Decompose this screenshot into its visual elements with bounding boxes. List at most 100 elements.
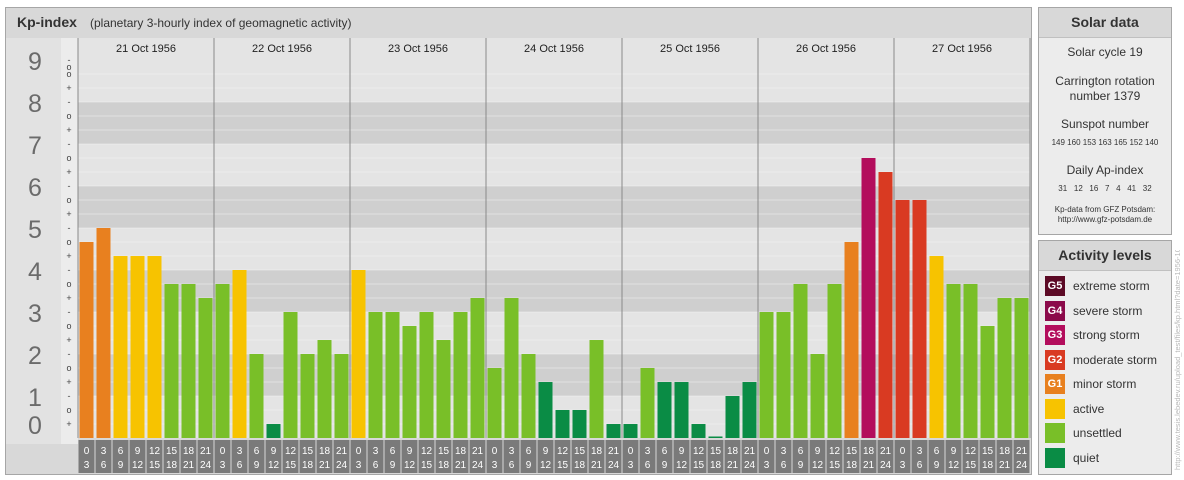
time-slot-end: 21 — [863, 460, 875, 471]
time-slot-end: 24 — [744, 460, 756, 471]
time-slot-start: 9 — [679, 446, 685, 457]
time-slot-start: 6 — [118, 446, 124, 457]
time-slot-start: 21 — [336, 446, 348, 457]
time-slot-start: 3 — [509, 446, 515, 457]
time-slot-cell — [112, 440, 129, 473]
kp-bar — [317, 340, 332, 438]
watermark-label: http://www.tesis.lebedev.ru/upload_test/… — [1173, 250, 1182, 470]
time-slot-start: 9 — [815, 446, 821, 457]
day-label: 22 Oct 1956 — [252, 43, 312, 55]
legend-swatch — [1045, 447, 1065, 468]
time-slot-end: 12 — [404, 460, 416, 471]
time-slot-end: 18 — [982, 460, 994, 471]
time-slot-cell — [605, 440, 622, 473]
time-slot-end: 3 — [220, 460, 226, 471]
y-tick-label: 7 — [28, 132, 42, 160]
kp-bar — [708, 436, 723, 438]
time-slot-end: 6 — [373, 460, 379, 471]
solar-data-body: Solar cycle 19 Carrington rotation numbe… — [1039, 38, 1171, 234]
kp-bar — [793, 283, 808, 438]
activity-levels-title: Activity levels — [1039, 241, 1171, 271]
time-slot-cell — [435, 440, 452, 473]
time-slot-cell — [894, 440, 911, 473]
time-slot-end: 12 — [812, 460, 824, 471]
kp-bar — [555, 409, 570, 438]
time-slot-cell — [843, 440, 860, 473]
carrington-line1: Carrington rotation — [1055, 74, 1155, 88]
legend-label: active — [1073, 401, 1105, 416]
time-slot-cell — [622, 440, 639, 473]
day-label: 25 Oct 1956 — [660, 43, 720, 55]
legend-swatch: G2 — [1045, 349, 1065, 370]
time-slot-start: 9 — [135, 446, 141, 457]
time-slot-start: 0 — [492, 446, 498, 457]
source-line1: Kp-data from GFZ Potsdam: — [1054, 205, 1156, 214]
kp-bar — [691, 424, 706, 438]
sub-tick-label: - — [68, 139, 71, 149]
legend-label: moderate storm — [1073, 352, 1158, 367]
legend-swatch: G4 — [1045, 300, 1065, 321]
time-slot-start: 18 — [455, 446, 467, 457]
sub-tick-label: - — [68, 391, 71, 401]
kp-bar — [113, 256, 128, 438]
sub-tick-label: + — [66, 419, 71, 429]
time-slot-cell — [826, 440, 843, 473]
y-tick-label: 3 — [28, 300, 42, 328]
kp-bar — [895, 199, 910, 438]
sub-tick-label: o — [66, 62, 71, 72]
legend-item: G4 severe storm — [1045, 300, 1142, 321]
time-slot-start: 3 — [373, 446, 379, 457]
time-slot-cell — [350, 440, 367, 473]
time-slot-cell — [78, 440, 95, 473]
time-slot-cell — [146, 440, 163, 473]
time-slot-cell — [690, 440, 707, 473]
kp-bar — [912, 199, 927, 438]
time-slot-start: 12 — [557, 446, 569, 457]
kp-bar — [521, 354, 536, 438]
time-slot-start: 21 — [880, 446, 892, 457]
kp-bar — [844, 241, 859, 438]
kp-bar — [997, 298, 1012, 438]
legend-item: G3 strong storm — [1045, 325, 1140, 345]
time-slot-start: 18 — [999, 446, 1011, 457]
time-slot-start: 3 — [645, 446, 651, 457]
time-slot-end: 3 — [628, 460, 634, 471]
kp-bar — [249, 354, 264, 438]
kp-bar — [623, 424, 638, 438]
time-slot-end: 9 — [526, 460, 532, 471]
kp-bar — [946, 283, 961, 438]
time-slot-end: 9 — [934, 460, 940, 471]
time-slot-end: 6 — [509, 460, 515, 471]
time-slot-cell — [418, 440, 435, 473]
kp-bar — [181, 283, 196, 438]
time-slot-cell — [945, 440, 962, 473]
y-tick-label: 5 — [28, 216, 42, 244]
time-slot-end: 9 — [254, 460, 260, 471]
time-slot-cell — [214, 440, 231, 473]
time-slot-end: 21 — [455, 460, 467, 471]
legend-swatch — [1045, 398, 1065, 419]
kp-bar — [742, 382, 757, 438]
y-tick-label: 9 — [28, 48, 42, 76]
time-slot-cell — [282, 440, 299, 473]
time-slot-start: 0 — [84, 446, 90, 457]
kp-bar — [147, 256, 162, 438]
time-slot-end: 18 — [574, 460, 586, 471]
time-slot-end: 6 — [781, 460, 787, 471]
time-slot-cell — [180, 440, 197, 473]
sub-tick-label: o — [66, 405, 71, 415]
time-slot-cell — [537, 440, 554, 473]
time-slot-end: 24 — [880, 460, 892, 471]
legend-item: G2 moderate storm — [1045, 349, 1158, 370]
time-slot-end: 24 — [200, 460, 212, 471]
time-slot-end: 15 — [965, 460, 977, 471]
time-slot-cell — [503, 440, 520, 473]
time-slot-cell — [197, 440, 214, 473]
carrington-line2: number 1379 — [1069, 89, 1141, 103]
time-slot-end: 24 — [336, 460, 348, 471]
time-slot-end: 9 — [118, 460, 124, 471]
time-slot-cell — [588, 440, 605, 473]
kp-bar — [266, 424, 281, 438]
legend-label: strong storm — [1073, 328, 1140, 342]
time-slot-start: 0 — [764, 446, 770, 457]
